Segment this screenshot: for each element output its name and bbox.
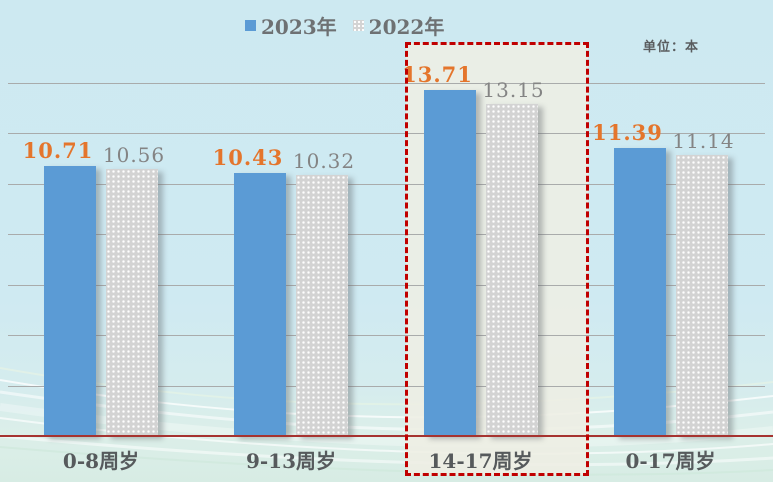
legend-item-2023: 2023年 — [245, 11, 337, 40]
x-axis-line — [0, 435, 773, 437]
bar-2023年-0-17周岁 — [613, 148, 666, 436]
category-label-14-17周岁: 14-17周岁 — [428, 449, 533, 473]
category-label-0-8周岁: 0-8周岁 — [62, 449, 140, 473]
gridline-14 — [8, 82, 765, 84]
legend-swatch-2023-icon — [245, 20, 256, 31]
value-label-2023年-0-17周岁: 11.39 — [592, 120, 663, 146]
category-label-0-17周岁: 0-17周岁 — [625, 449, 716, 473]
bar-2022年-9-13周岁 — [296, 175, 348, 436]
gridline-10 — [8, 183, 765, 185]
bar-2022年-14-17周岁 — [485, 103, 538, 436]
legend-item-2022: 2022年 — [352, 11, 445, 40]
value-label-2023年-14-17周岁: 13.71 — [402, 61, 473, 87]
bar-2022年-0-8周岁 — [106, 169, 158, 436]
bar-2023年-0-8周岁 — [44, 165, 96, 436]
bar-2022年-0-17周岁 — [675, 154, 728, 436]
legend-label-2023: 2023年 — [261, 15, 337, 39]
gridline-4 — [8, 335, 765, 336]
value-label-2022年-9-13周岁: 10.32 — [292, 149, 356, 174]
legend-swatch-2022-icon — [352, 20, 364, 31]
gridline-12 — [8, 133, 765, 134]
value-label-2022年-14-17周岁: 13.15 — [482, 77, 545, 102]
value-label-2022年-0-17周岁: 11.14 — [672, 128, 735, 153]
legend-label-2022: 2022年 — [368, 15, 445, 39]
category-label-9-13周岁: 9-13周岁 — [245, 449, 337, 473]
gridline-8 — [8, 234, 765, 235]
value-label-2023年-0-8周岁: 10.71 — [22, 137, 94, 163]
legend: 2023年 2022年 — [245, 11, 444, 40]
bar-2023年-14-17周岁 — [423, 89, 476, 436]
unit-label: 单位：本 — [643, 40, 700, 55]
value-label-2023年-9-13周岁: 10.43 — [212, 144, 284, 170]
value-label-2022年-0-8周岁: 10.56 — [102, 143, 166, 168]
bar-2023年-9-13周岁 — [234, 172, 286, 436]
gridline-6 — [8, 284, 765, 286]
